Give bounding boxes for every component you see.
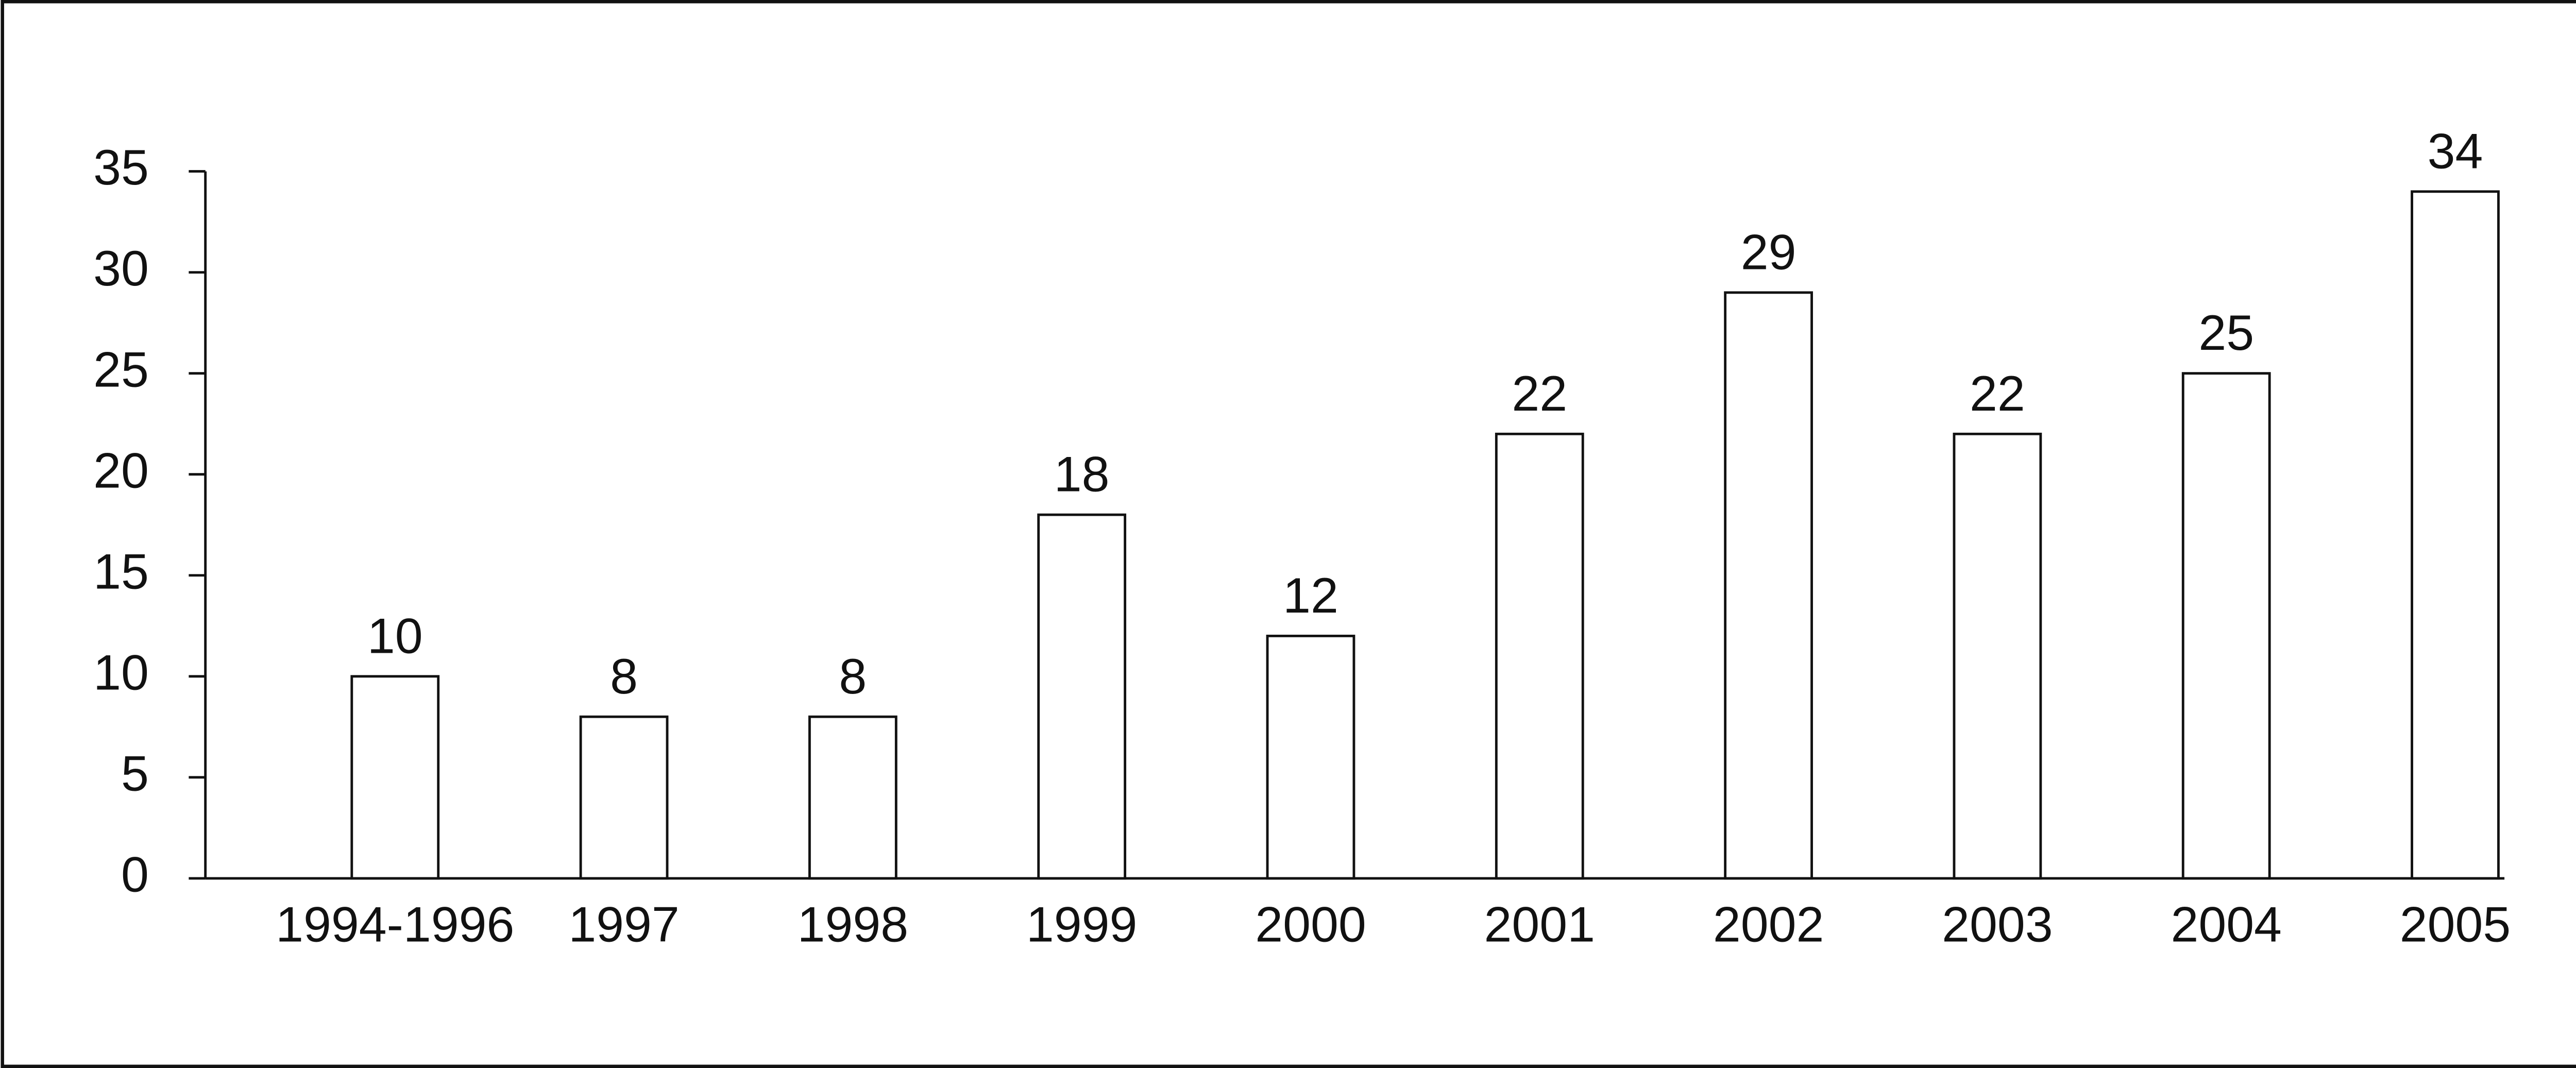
x-tick-label: 2002: [1713, 896, 1824, 952]
x-tick-label: 1997: [568, 896, 679, 952]
value-label: 12: [1283, 567, 1338, 623]
bar: [350, 675, 440, 880]
value-label: 22: [1970, 365, 2025, 421]
x-tick-label: 2005: [2400, 896, 2511, 952]
x-tick-label: 2000: [1255, 896, 1366, 952]
value-label: 29: [1741, 224, 1797, 280]
x-tick-label: 1999: [1026, 896, 1137, 952]
bar: [2411, 190, 2500, 880]
bar: [1724, 291, 1813, 880]
bar: [1037, 513, 1127, 880]
bar: [1495, 432, 1584, 880]
bar: [579, 715, 669, 880]
bar: [808, 715, 897, 880]
y-tick-label: 10: [93, 644, 149, 700]
value-label: 34: [2428, 123, 2483, 179]
y-tick-label: 25: [93, 341, 149, 397]
value-label: 8: [610, 648, 638, 704]
y-tick-label: 30: [93, 240, 149, 296]
value-label: 8: [839, 648, 867, 704]
x-tick-label: 2004: [2171, 896, 2281, 952]
value-label: 10: [367, 607, 423, 664]
value-label: 25: [2198, 304, 2254, 361]
y-tick-label: 35: [93, 139, 149, 195]
y-tick-label: 5: [121, 745, 149, 801]
value-label: 22: [1512, 365, 1567, 421]
bar: [1953, 432, 2042, 880]
x-tick-label: 2003: [1942, 896, 2053, 952]
x-tick-label: 1998: [798, 896, 908, 952]
bar: [1266, 634, 1355, 880]
value-label: 18: [1054, 446, 1110, 502]
y-tick-label: 0: [121, 846, 149, 902]
bar: [2181, 372, 2271, 880]
y-tick-label: 20: [93, 442, 149, 498]
x-tick-label: 2001: [1484, 896, 1595, 952]
y-tick-label: 15: [93, 543, 149, 599]
x-tick-label: 1994-1996: [276, 896, 514, 952]
